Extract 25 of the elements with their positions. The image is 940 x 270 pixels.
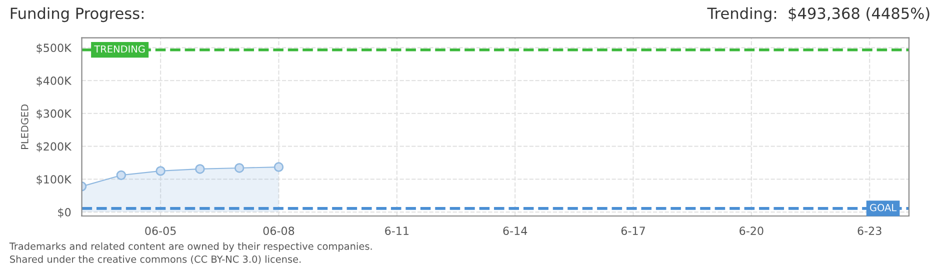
y-tick-label: $200K bbox=[36, 142, 72, 152]
x-tick-label: 6-23 bbox=[858, 226, 882, 236]
x-tick-label: 6-11 bbox=[385, 226, 408, 236]
text: Trademarks and related content are owned by their respective companies. bbox=[9, 242, 372, 252]
ref-line-label: GOAL bbox=[870, 204, 897, 212]
y-tick-label: $300K bbox=[36, 109, 72, 120]
text: Shared under the creative commons (CC BY-NC 3.0) license. bbox=[10, 255, 301, 264]
y-tick-label: $500K bbox=[36, 43, 72, 54]
y-axis-title: PLEDGED bbox=[21, 104, 28, 149]
text: Trending: $493,368 (4485%) bbox=[707, 7, 930, 22]
x-tick-label: 6-17 bbox=[621, 226, 645, 236]
y-tick-label: $0 bbox=[58, 208, 71, 218]
x-tick-label: 06-08 bbox=[263, 226, 294, 236]
point bbox=[156, 166, 166, 176]
point bbox=[234, 163, 244, 173]
chart-title: Funding Progress: bbox=[10, 7, 144, 22]
y-tick-label: $400K bbox=[36, 76, 72, 86]
x-tick-label: 6-20 bbox=[740, 226, 764, 236]
x-tick-label: 6-14 bbox=[503, 226, 528, 236]
point bbox=[195, 164, 205, 174]
point bbox=[116, 170, 126, 180]
point bbox=[274, 162, 284, 172]
y-tick-label: $100K bbox=[36, 174, 72, 186]
x-tick-label: 06-05 bbox=[145, 226, 176, 236]
ref-line-label: TRENDING bbox=[94, 45, 145, 53]
